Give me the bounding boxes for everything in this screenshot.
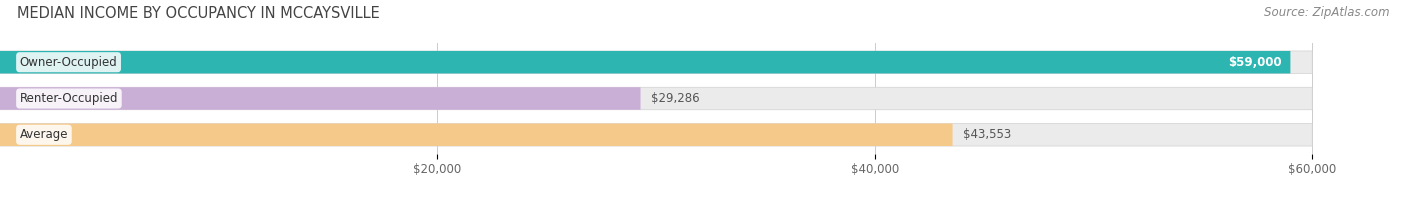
Text: $43,553: $43,553 <box>963 128 1012 141</box>
Text: Owner-Occupied: Owner-Occupied <box>20 56 118 69</box>
FancyBboxPatch shape <box>0 51 1312 73</box>
Text: Source: ZipAtlas.com: Source: ZipAtlas.com <box>1264 6 1389 19</box>
Text: MEDIAN INCOME BY OCCUPANCY IN MCCAYSVILLE: MEDIAN INCOME BY OCCUPANCY IN MCCAYSVILL… <box>17 6 380 21</box>
Text: $29,286: $29,286 <box>651 92 700 105</box>
Text: Renter-Occupied: Renter-Occupied <box>20 92 118 105</box>
FancyBboxPatch shape <box>0 124 952 146</box>
Text: Average: Average <box>20 128 67 141</box>
FancyBboxPatch shape <box>0 87 1312 110</box>
FancyBboxPatch shape <box>0 51 1291 73</box>
FancyBboxPatch shape <box>0 87 641 110</box>
Text: $59,000: $59,000 <box>1227 56 1282 69</box>
FancyBboxPatch shape <box>0 124 1312 146</box>
